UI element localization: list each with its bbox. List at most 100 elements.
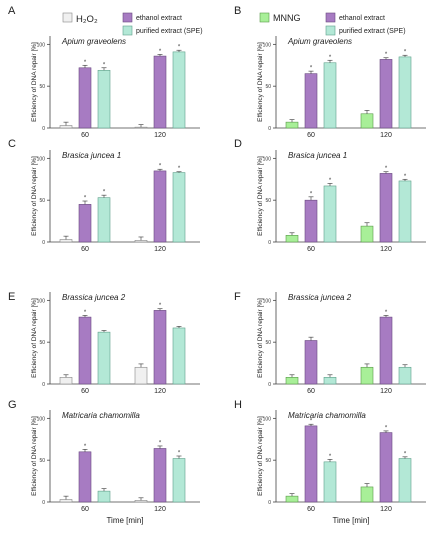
x-tick-label: 60 bbox=[307, 388, 315, 395]
bar bbox=[59, 499, 73, 503]
bar bbox=[153, 310, 167, 385]
bar bbox=[323, 461, 337, 503]
bar bbox=[153, 448, 167, 503]
x-tick-label: 120 bbox=[154, 388, 166, 395]
y-tick-label: 0 bbox=[42, 126, 45, 132]
significance-marker: * bbox=[329, 55, 332, 61]
chart-title: Brassica juncea 2 bbox=[62, 293, 126, 302]
x-tick-label: 60 bbox=[307, 132, 315, 139]
significance-marker: * bbox=[159, 164, 162, 170]
y-tick-label: 50 bbox=[39, 198, 45, 204]
y-axis-label: Efficiency of DNA repair [%] bbox=[31, 416, 38, 496]
chart-title: Brassica juncea 2 bbox=[288, 293, 352, 302]
significance-marker: * bbox=[310, 66, 313, 72]
bar bbox=[97, 197, 111, 243]
x-axis-label: Time [min] bbox=[106, 516, 143, 525]
y-axis-label: Efficiency of DNA repair [%] bbox=[31, 156, 38, 236]
bar bbox=[285, 377, 299, 385]
y-tick-label: 50 bbox=[39, 84, 45, 90]
significance-marker: * bbox=[385, 425, 388, 431]
x-axis-label: Time [min] bbox=[332, 516, 369, 525]
legend-left: H₂O₂ ethanol extract purified extract (S… bbox=[62, 12, 203, 36]
x-tick-label: 120 bbox=[380, 388, 392, 395]
bar bbox=[78, 316, 92, 385]
bar bbox=[398, 56, 412, 129]
significance-marker: * bbox=[84, 444, 87, 450]
x-tick-label: 120 bbox=[380, 246, 392, 253]
significance-marker: * bbox=[84, 310, 87, 316]
significance-marker: * bbox=[385, 52, 388, 58]
panel-letter: H bbox=[234, 399, 242, 411]
bar bbox=[97, 490, 111, 503]
bar bbox=[134, 500, 148, 503]
y-tick-label: 0 bbox=[268, 382, 271, 388]
bar bbox=[304, 425, 318, 503]
bar bbox=[360, 366, 374, 385]
y-tick-label: 0 bbox=[268, 126, 271, 132]
legend-label-h2o2: H₂O₂ bbox=[76, 14, 98, 25]
significance-marker: * bbox=[159, 49, 162, 55]
bar bbox=[153, 170, 167, 243]
bar bbox=[379, 432, 393, 503]
y-tick-label: 100 bbox=[37, 42, 46, 48]
panel-letter: D bbox=[234, 138, 242, 150]
y-tick-label: 0 bbox=[268, 240, 271, 246]
y-tick-label: 100 bbox=[37, 298, 46, 304]
bar bbox=[134, 126, 148, 129]
y-tick-label: 100 bbox=[37, 416, 46, 422]
y-tick-label: 100 bbox=[263, 42, 272, 48]
bar bbox=[304, 73, 318, 129]
significance-marker: * bbox=[84, 60, 87, 66]
significance-marker: * bbox=[404, 451, 407, 457]
significance-marker: * bbox=[329, 178, 332, 184]
chart-title: Brasica juncea 1 bbox=[288, 151, 347, 160]
significance-marker: * bbox=[385, 166, 388, 172]
legend-swatch-spe-right bbox=[325, 25, 336, 36]
significance-marker: * bbox=[178, 45, 181, 51]
significance-marker: * bbox=[178, 166, 181, 172]
y-tick-label: 50 bbox=[265, 198, 271, 204]
significance-marker: * bbox=[385, 310, 388, 316]
bar bbox=[172, 458, 186, 503]
x-tick-label: 60 bbox=[307, 246, 315, 253]
legend-label-ethanol-right: ethanol extract bbox=[339, 15, 385, 22]
panel-letter: G bbox=[8, 399, 17, 411]
bar bbox=[360, 113, 374, 129]
bar bbox=[172, 51, 186, 129]
bar bbox=[97, 331, 111, 385]
chart-title: Matricaria chamomilla bbox=[62, 411, 140, 420]
significance-marker: * bbox=[404, 174, 407, 180]
bar bbox=[285, 495, 299, 503]
significance-marker: * bbox=[329, 454, 332, 460]
bar bbox=[323, 185, 337, 243]
y-tick-label: 0 bbox=[42, 500, 45, 506]
bar bbox=[78, 204, 92, 243]
panel-letter: C bbox=[8, 138, 16, 150]
bar bbox=[379, 316, 393, 385]
bar bbox=[398, 458, 412, 503]
significance-marker: * bbox=[159, 440, 162, 446]
y-tick-label: 50 bbox=[265, 84, 271, 90]
panel-letter: A bbox=[8, 5, 16, 17]
significance-marker: * bbox=[159, 303, 162, 309]
legend-swatch-mnng bbox=[259, 12, 270, 23]
bar bbox=[59, 125, 73, 129]
y-tick-label: 0 bbox=[268, 500, 271, 506]
legend-right: MNNG ethanol extract purified extract (S… bbox=[259, 12, 406, 36]
bar bbox=[398, 366, 412, 385]
y-axis-label: Efficiency of DNA repair [%] bbox=[31, 298, 38, 378]
bar bbox=[360, 486, 374, 503]
bar bbox=[323, 377, 337, 385]
x-tick-label: 120 bbox=[380, 132, 392, 139]
y-axis-label: Efficiency of DNA repair [%] bbox=[257, 42, 264, 122]
x-tick-label: 120 bbox=[154, 506, 166, 513]
panel-letter: F bbox=[234, 291, 241, 303]
significance-marker: * bbox=[310, 191, 313, 197]
bar bbox=[78, 67, 92, 129]
legend-swatch-ethanol bbox=[122, 12, 133, 23]
chart-title: Matricaria chamomilla bbox=[288, 411, 366, 420]
